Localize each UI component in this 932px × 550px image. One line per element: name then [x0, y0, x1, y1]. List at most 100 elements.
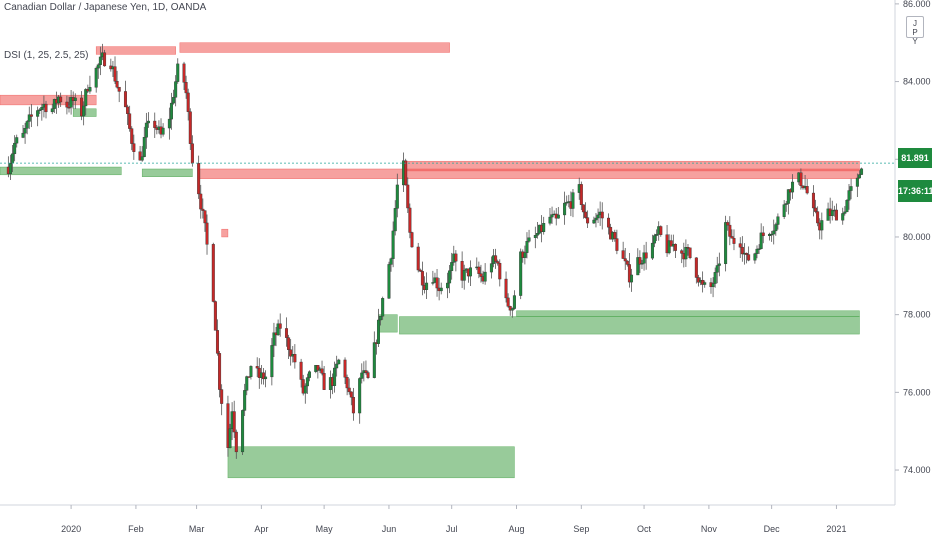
- candle-body: [477, 266, 481, 274]
- candle-body: [462, 270, 466, 281]
- candle-body: [305, 377, 309, 387]
- candle-body: [770, 233, 774, 236]
- candle-body: [144, 122, 148, 138]
- candle-body: [337, 359, 341, 365]
- candle-body: [84, 89, 88, 107]
- candle-body: [857, 174, 861, 179]
- candle-body: [215, 330, 219, 354]
- candle-body: [860, 168, 864, 175]
- time-axis[interactable]: 2020 Feb Mar Apr May Jun Jul Aug Sep Oct Nov Dec 202…: [61, 505, 846, 534]
- candle-body: [335, 363, 339, 369]
- candle-body: [316, 365, 320, 371]
- candle-body: [724, 222, 728, 265]
- countdown-label: 17:36:11: [898, 180, 932, 202]
- candle-body: [82, 105, 86, 117]
- candle-body: [205, 222, 209, 245]
- candle-body: [680, 250, 684, 254]
- candle-body: [40, 106, 44, 110]
- candle-body: [446, 282, 450, 289]
- candle-body: [21, 132, 25, 138]
- candle-body: [586, 217, 590, 224]
- candle-body: [15, 137, 19, 144]
- candle-body: [579, 184, 583, 206]
- candle-body: [349, 391, 353, 398]
- price-axis[interactable]: 86.00084.00082.00080.00078.00076.00074.0…: [895, 0, 931, 475]
- candle-body: [123, 91, 127, 108]
- price-tick-label: 76.000: [903, 387, 931, 397]
- candle-body: [627, 264, 631, 283]
- candle-body: [834, 209, 838, 221]
- candle-body: [167, 118, 171, 129]
- indicator-legend[interactable]: DSI (1, 25, 2.5, 25): [4, 50, 89, 61]
- time-tick-label: Dec: [764, 524, 781, 534]
- candle-body: [483, 271, 487, 282]
- candle-body: [360, 372, 364, 379]
- currency-letter: P: [912, 28, 918, 37]
- candle-body: [581, 204, 585, 213]
- candle-body: [814, 207, 818, 212]
- currency-badge[interactable]: J P Y: [906, 16, 924, 46]
- demand-zone: [516, 310, 860, 317]
- candle-body: [69, 97, 73, 108]
- candle-body: [772, 230, 776, 235]
- time-tick-label: May: [316, 524, 334, 534]
- candle-body: [745, 252, 749, 255]
- candle-body: [510, 308, 514, 311]
- candle-body: [199, 193, 203, 210]
- candle-body: [94, 67, 98, 88]
- candle-body: [571, 192, 575, 209]
- candle-body: [404, 160, 408, 186]
- candle-body: [535, 233, 539, 236]
- candle-body: [636, 257, 640, 276]
- candle-body: [659, 226, 663, 235]
- candle-body: [364, 370, 368, 373]
- candle-body: [176, 63, 180, 82]
- candle-body: [376, 319, 380, 344]
- candle-body: [186, 92, 190, 112]
- candle-body: [293, 354, 297, 363]
- candle-body: [448, 270, 452, 284]
- candle-body: [172, 97, 176, 104]
- candle-body: [450, 262, 454, 271]
- candle-body: [498, 262, 502, 280]
- candle-body: [299, 361, 303, 380]
- candle-body: [351, 396, 355, 414]
- price-tick-label: 86.000: [903, 0, 931, 9]
- candle-body: [830, 210, 834, 216]
- candle-body: [389, 258, 393, 265]
- candle-body: [201, 208, 205, 211]
- candle-body: [113, 66, 117, 82]
- candle-body: [270, 345, 274, 378]
- candle-body: [623, 258, 627, 262]
- symbol-title[interactable]: Canadian Dollar / Japanese Yen, 1D, OAND…: [4, 2, 207, 13]
- candle-body: [431, 282, 435, 284]
- candle-body: [272, 332, 276, 346]
- candle-body: [584, 211, 588, 218]
- candle-body: [747, 254, 751, 261]
- time-tick-label: Aug: [508, 524, 524, 534]
- candle-body: [512, 295, 516, 309]
- candle-body: [655, 234, 659, 236]
- candle-body: [243, 390, 247, 411]
- candle-body: [247, 376, 251, 378]
- price-tick-label: 80.000: [903, 232, 931, 242]
- candle-body: [843, 211, 847, 214]
- candle-body: [613, 232, 617, 239]
- time-tick-label: Apr: [254, 524, 268, 534]
- candle-body: [596, 214, 600, 219]
- candle-body: [13, 142, 17, 155]
- candle-body: [653, 235, 657, 244]
- candles-layer: [6, 43, 864, 459]
- candle-body: [249, 366, 253, 377]
- candle-body: [211, 244, 215, 302]
- candle-body: [197, 163, 201, 195]
- candle-body: [556, 214, 560, 219]
- candle-body: [234, 431, 238, 453]
- candle-body: [387, 264, 391, 299]
- candle-body: [126, 106, 130, 114]
- candle-body: [496, 261, 500, 264]
- candle-body: [381, 298, 385, 317]
- candle-body: [625, 260, 629, 265]
- candle-body: [755, 248, 759, 254]
